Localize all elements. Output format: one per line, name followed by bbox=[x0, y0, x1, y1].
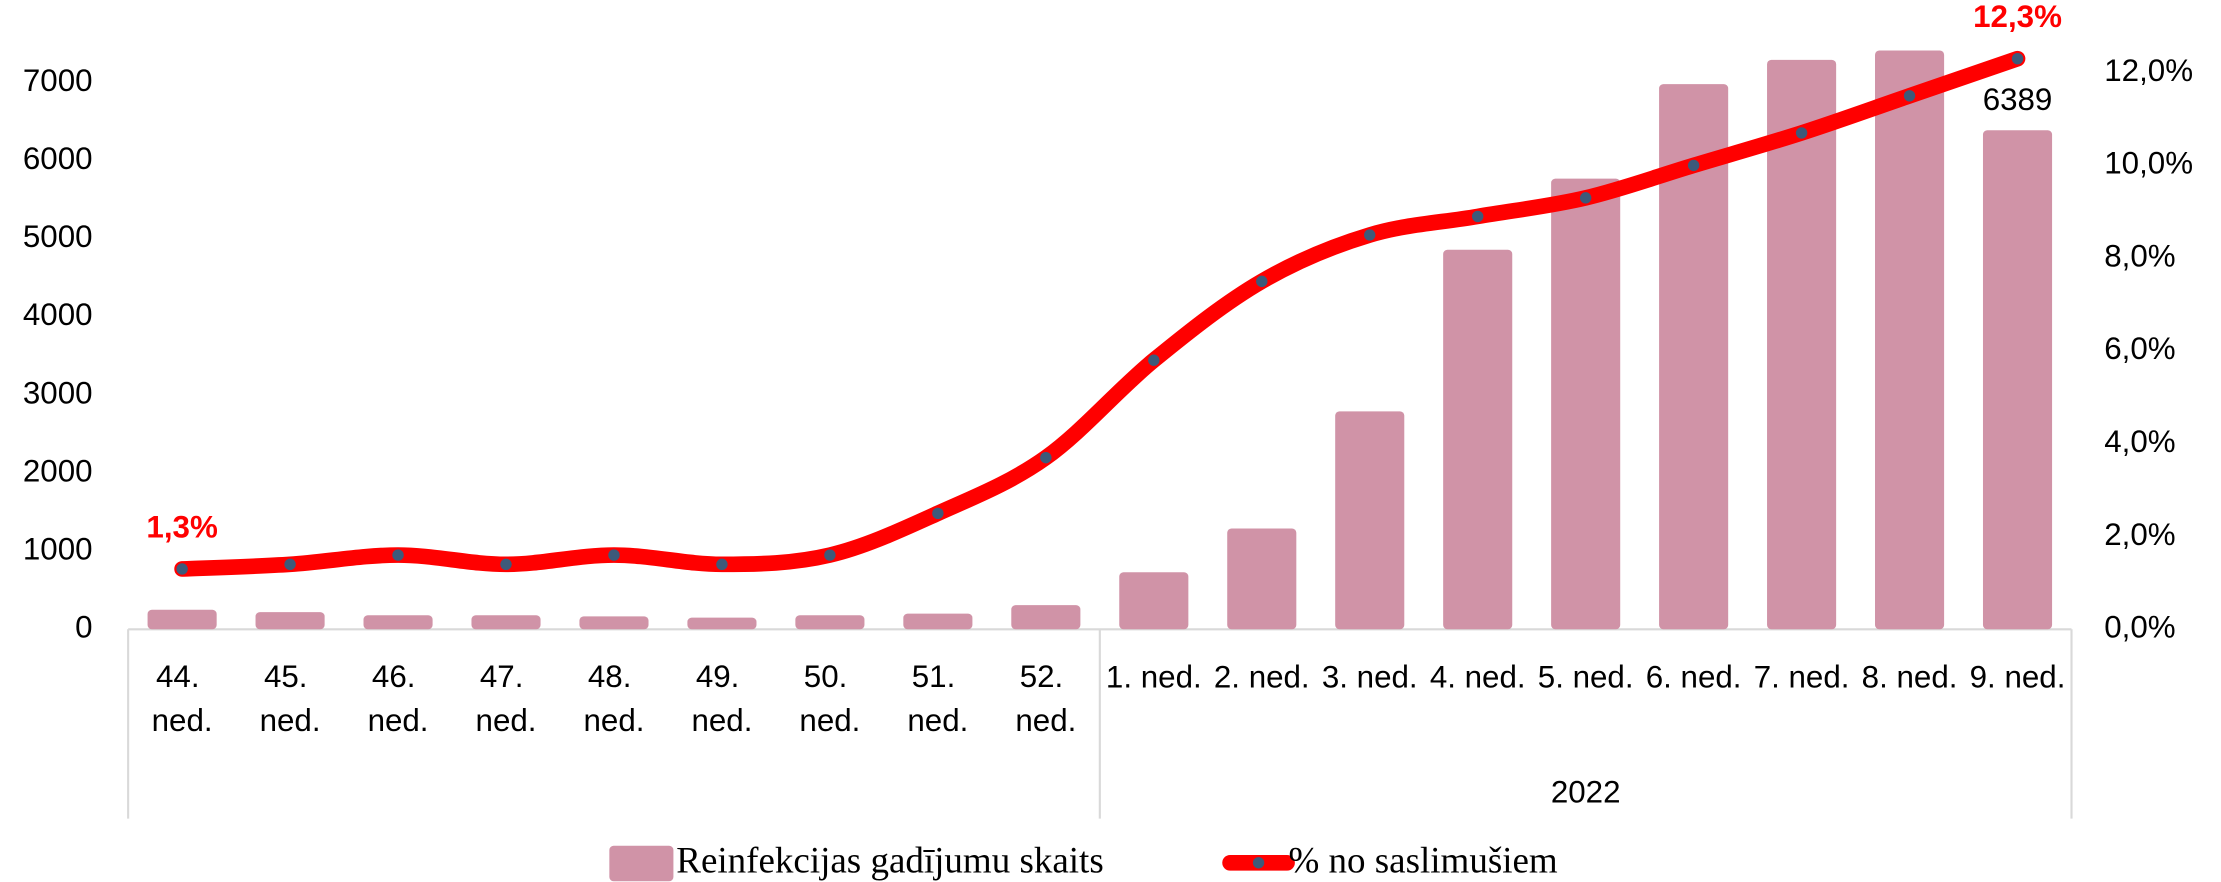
x-tick-label: 4. ned. bbox=[1430, 659, 1526, 694]
x-tick-label: 7. ned. bbox=[1754, 659, 1850, 694]
x-tick-label: 45. ned. bbox=[260, 659, 321, 738]
line-marker bbox=[824, 549, 836, 561]
line-marker bbox=[1364, 229, 1376, 241]
bar bbox=[1551, 178, 1621, 630]
y2-tick-label: 4,0% bbox=[2104, 424, 2175, 459]
bar bbox=[471, 615, 541, 630]
x-tick-label: 47. ned. bbox=[476, 659, 537, 738]
line-marker bbox=[1903, 90, 1916, 102]
bar bbox=[579, 616, 649, 630]
bar bbox=[1335, 411, 1405, 630]
y-tick-label: 7000 bbox=[23, 63, 93, 98]
bar bbox=[1659, 84, 1729, 630]
x-tick-label: 3. ned. bbox=[1322, 659, 1418, 694]
x-tick-label: 46. ned. bbox=[368, 659, 429, 738]
bar bbox=[1875, 50, 1945, 630]
data-label: 1,3% bbox=[146, 509, 218, 544]
x-tick-label: 51. ned. bbox=[907, 659, 968, 738]
y-tick-label: 2000 bbox=[23, 453, 93, 488]
bar bbox=[1767, 59, 1837, 630]
y2-tick-label: 6,0% bbox=[2104, 331, 2175, 366]
line-marker bbox=[1687, 159, 1700, 172]
bar bbox=[1011, 605, 1081, 630]
line-marker bbox=[500, 558, 512, 571]
bar bbox=[147, 609, 217, 630]
line-marker bbox=[1040, 451, 1052, 464]
line-marker bbox=[1148, 354, 1160, 366]
x-tick-label: 44. ned. bbox=[152, 659, 213, 738]
bar bbox=[1119, 572, 1189, 630]
bar bbox=[1982, 130, 2053, 630]
bar bbox=[903, 613, 973, 630]
line-marker bbox=[1256, 275, 1268, 288]
line-marker bbox=[392, 549, 404, 561]
bar bbox=[795, 615, 865, 630]
line-marker bbox=[1472, 210, 1484, 223]
bar bbox=[1227, 528, 1297, 630]
y-tick-label: 0 bbox=[75, 610, 92, 645]
legend-marker bbox=[1252, 857, 1265, 869]
y2-tick-label: 0,0% bbox=[2104, 610, 2175, 645]
y-tick-label: 4000 bbox=[23, 297, 93, 332]
y2-tick-label: 10,0% bbox=[2104, 146, 2193, 181]
x-tick-label: 2. ned. bbox=[1214, 659, 1310, 694]
y-tick-label: 5000 bbox=[23, 219, 93, 254]
line-marker bbox=[608, 549, 620, 561]
line-marker bbox=[932, 507, 944, 520]
bar bbox=[1443, 249, 1513, 630]
y-tick-label: 6000 bbox=[23, 141, 93, 176]
x-tick-label: 1. ned. bbox=[1106, 659, 1202, 694]
legend-text: Reinfekcijas gadījumu skaits bbox=[676, 841, 1103, 882]
y-tick-label: 1000 bbox=[23, 531, 93, 566]
legend-text: % no saslimušiem bbox=[1288, 841, 1557, 882]
y2-tick-label: 8,0% bbox=[2104, 238, 2175, 273]
x-tick-label: 48. ned. bbox=[584, 659, 645, 738]
bar bbox=[255, 612, 325, 630]
group-label: 2022 bbox=[1551, 775, 1621, 810]
bar bbox=[687, 617, 757, 630]
bar bbox=[363, 615, 433, 630]
line bbox=[174, 50, 2026, 577]
y2-tick-label: 2,0% bbox=[2104, 517, 2175, 552]
x-tick-label: 49. ned. bbox=[691, 659, 752, 738]
line-marker bbox=[1579, 192, 1592, 204]
data-label: 12,3% bbox=[1973, 0, 2062, 34]
y2-tick-label: 12,0% bbox=[2104, 53, 2193, 88]
x-tick-label: 5. ned. bbox=[1538, 659, 1634, 694]
line-marker bbox=[1795, 127, 1808, 139]
x-tick-label: 9. ned. bbox=[1970, 659, 2066, 694]
line-marker bbox=[2011, 53, 2024, 65]
legend-swatch bbox=[609, 845, 674, 882]
y-tick-label: 3000 bbox=[23, 375, 93, 410]
x-tick-label: 6. ned. bbox=[1646, 659, 1742, 694]
line-marker bbox=[176, 563, 188, 575]
x-tick-label: 8. ned. bbox=[1862, 659, 1958, 694]
x-tick-label: 50. ned. bbox=[799, 659, 860, 738]
line-marker bbox=[716, 558, 728, 571]
x-tick-label: 52. ned. bbox=[1015, 659, 1076, 738]
line-marker bbox=[284, 558, 296, 571]
data-label: 6389 bbox=[1983, 82, 2053, 117]
